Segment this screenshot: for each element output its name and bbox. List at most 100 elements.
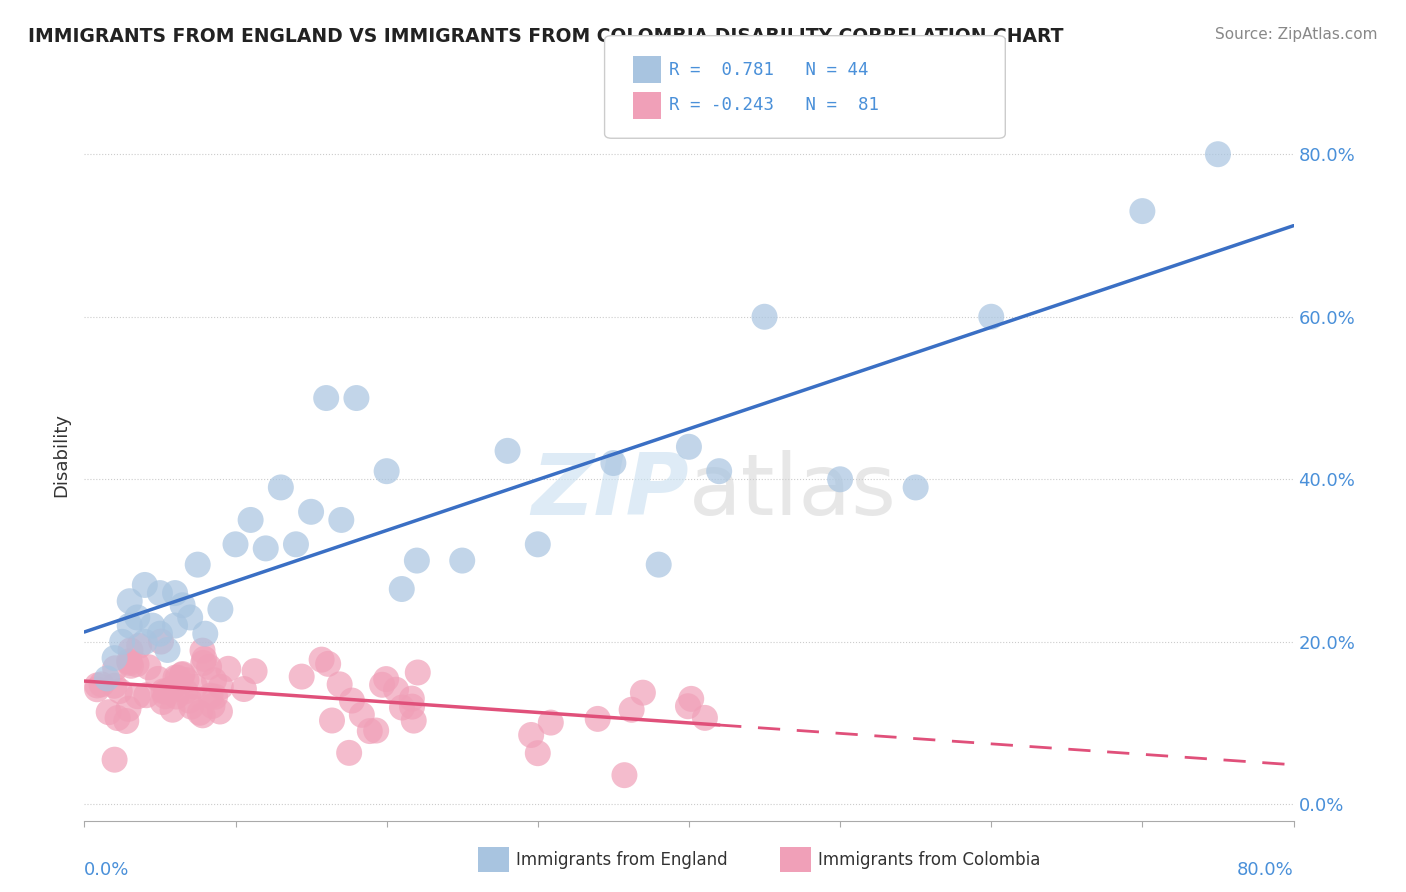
Point <box>184 680 207 694</box>
Point <box>90 677 112 691</box>
Point <box>107 711 129 725</box>
Text: Source: ZipAtlas.com: Source: ZipAtlas.com <box>1215 27 1378 42</box>
Point <box>239 513 262 527</box>
Text: Immigrants from Colombia: Immigrants from Colombia <box>818 851 1040 869</box>
Point <box>156 643 179 657</box>
Point <box>321 714 343 728</box>
Point <box>104 753 127 767</box>
Point <box>155 689 177 703</box>
Point <box>232 681 254 696</box>
Point <box>676 699 699 714</box>
Point <box>138 660 160 674</box>
Point <box>208 705 231 719</box>
Point <box>103 679 125 693</box>
Point <box>174 684 197 698</box>
Point <box>179 693 201 707</box>
Point <box>170 668 193 682</box>
Point <box>350 707 373 722</box>
Point <box>391 700 413 714</box>
Point <box>187 558 209 572</box>
Point <box>146 672 169 686</box>
Point <box>198 660 221 674</box>
Point <box>586 712 609 726</box>
Point <box>346 391 368 405</box>
Point <box>401 699 423 714</box>
Point <box>527 746 550 760</box>
Point <box>97 705 120 719</box>
Point <box>134 635 156 649</box>
Point <box>602 456 624 470</box>
Point <box>86 682 108 697</box>
Point <box>152 684 174 698</box>
Point <box>104 661 127 675</box>
Text: IMMIGRANTS FROM ENGLAND VS IMMIGRANTS FROM COLOMBIA DISABILITY CORRELATION CHART: IMMIGRANTS FROM ENGLAND VS IMMIGRANTS FR… <box>28 27 1063 45</box>
Text: R =  0.781   N = 44: R = 0.781 N = 44 <box>669 61 869 78</box>
Point <box>225 537 247 551</box>
Point <box>118 656 141 670</box>
Point <box>209 680 232 694</box>
Point <box>527 537 550 551</box>
Point <box>631 686 654 700</box>
Point <box>340 693 363 707</box>
Point <box>125 657 148 672</box>
Point <box>371 678 394 692</box>
Point <box>359 724 381 739</box>
Point <box>165 690 187 704</box>
Point <box>754 310 776 324</box>
Point <box>193 656 215 670</box>
Point <box>270 480 292 494</box>
Point <box>118 618 141 632</box>
Point <box>496 443 519 458</box>
Point <box>406 553 429 567</box>
Point <box>165 618 187 632</box>
Point <box>1206 147 1229 161</box>
Point <box>149 634 172 648</box>
Point <box>830 472 852 486</box>
Point <box>120 658 142 673</box>
Point <box>648 558 671 572</box>
Point <box>385 682 408 697</box>
Point <box>316 657 339 671</box>
Point <box>149 586 172 600</box>
Point <box>217 662 239 676</box>
Point <box>128 639 150 653</box>
Point <box>980 310 1002 324</box>
Point <box>200 689 222 703</box>
Point <box>96 672 118 686</box>
Point <box>681 691 703 706</box>
Point <box>330 513 353 527</box>
Point <box>149 626 172 640</box>
Text: ZIP: ZIP <box>531 450 689 533</box>
Point <box>904 480 927 494</box>
Point <box>678 440 700 454</box>
Text: 0.0%: 0.0% <box>84 861 129 879</box>
Point <box>391 582 413 596</box>
Point <box>179 610 201 624</box>
Point <box>127 610 149 624</box>
Point <box>135 688 157 702</box>
Point <box>375 464 398 478</box>
Point <box>402 714 425 728</box>
Point <box>160 681 183 696</box>
Y-axis label: Disability: Disability <box>52 413 70 497</box>
Point <box>311 653 333 667</box>
Point <box>337 746 360 760</box>
Point <box>191 708 214 723</box>
Point <box>180 699 202 714</box>
Point <box>115 714 138 728</box>
Point <box>1130 204 1153 219</box>
Point <box>285 537 308 551</box>
Point <box>540 715 562 730</box>
Point <box>620 703 643 717</box>
Point <box>118 654 141 668</box>
Point <box>176 673 198 688</box>
Point <box>613 768 636 782</box>
Point <box>451 553 474 567</box>
Point <box>291 670 314 684</box>
Point <box>194 626 217 640</box>
Point <box>117 702 139 716</box>
Point <box>201 698 224 713</box>
Point <box>104 651 127 665</box>
Point <box>152 695 174 709</box>
Point <box>118 594 141 608</box>
